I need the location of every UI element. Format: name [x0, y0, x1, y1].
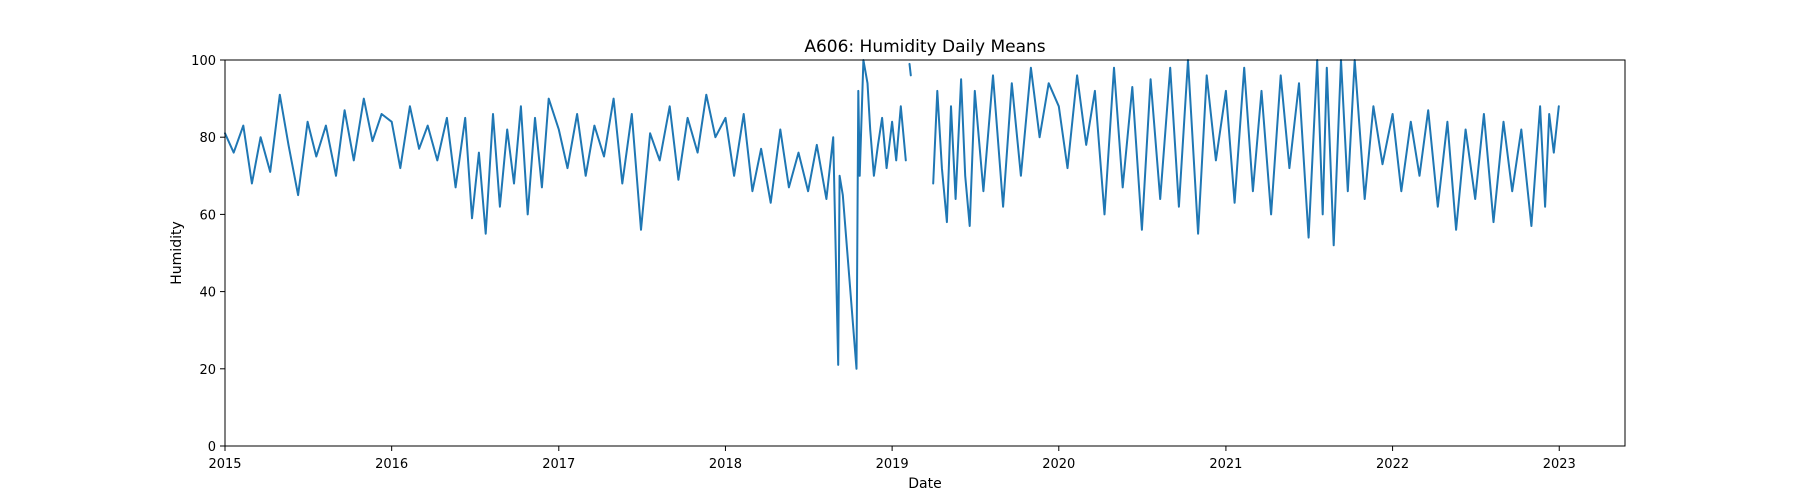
plot-frame	[224, 59, 1626, 447]
x-tick-label: 2020	[1042, 457, 1075, 472]
y-tick-label: 60	[199, 208, 216, 223]
x-axis-label: Date	[908, 476, 941, 492]
y-tick-label: 20	[199, 363, 216, 378]
chart-title: A606: Humidity Daily Means	[804, 37, 1045, 57]
x-tick-label: 2018	[709, 457, 742, 472]
x-tick-label: 2021	[1209, 457, 1242, 472]
y-axis: 0 20 40 60 80 100	[191, 54, 225, 455]
series-layer	[224, 59, 1560, 370]
x-tick-label: 2019	[876, 457, 909, 472]
y-tick-label: 40	[199, 286, 216, 301]
series-line-segment	[908, 62, 912, 77]
series-line-segment	[224, 59, 907, 370]
x-tick-label: 2015	[208, 457, 241, 472]
y-tick-label: 0	[208, 440, 216, 455]
y-tick-label: 100	[191, 54, 216, 69]
y-axis-label: Humidity	[169, 221, 185, 284]
series-line-segment	[932, 59, 1560, 247]
y-tick-label: 80	[199, 131, 216, 146]
x-axis: 2015 2016 2017 2018 2019 2020 2021 2022 2023	[208, 446, 1576, 472]
x-tick-label: 2016	[375, 457, 408, 472]
x-tick-label: 2017	[542, 457, 575, 472]
x-tick-label: 2023	[1543, 457, 1576, 472]
x-tick-label: 2022	[1376, 457, 1409, 472]
